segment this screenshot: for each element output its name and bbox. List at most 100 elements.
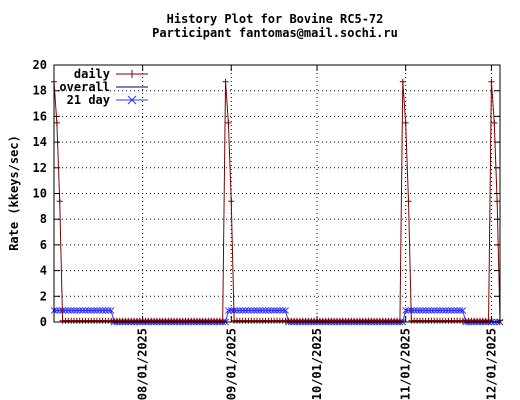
- series-daily-point: [228, 198, 235, 205]
- series-daily-point: [56, 198, 63, 205]
- series-21-day-point: [439, 307, 447, 314]
- y-axis-ticks: 0 2 4 6 8 10 12 14 16 18 20: [33, 58, 500, 329]
- chart-subtitle: Participant fantomas@mail.sochi.ru: [152, 26, 398, 40]
- series-daily-point: [222, 78, 229, 85]
- series-21-day-point: [430, 307, 438, 314]
- series-daily-point: [219, 317, 226, 324]
- series-21-day-point: [445, 307, 452, 314]
- series-21-day-point: [405, 307, 412, 314]
- series-21-day-point: [70, 307, 78, 314]
- legend-entry-daily: daily: [74, 67, 148, 81]
- series-21-day-point: [279, 307, 287, 314]
- series-21-day-point: [99, 307, 106, 314]
- series-21-day-point: [96, 307, 104, 314]
- series-21-day-point: [448, 307, 455, 314]
- series-21-day-point: [267, 307, 275, 314]
- y-tick-label: 0: [40, 315, 47, 329]
- x-tick-label: 12/01/2025: [484, 328, 498, 400]
- series-21-day-point: [253, 307, 261, 314]
- series-21-day-point: [422, 307, 430, 314]
- series-21-day-point: [82, 307, 89, 314]
- series-21-day-point: [236, 307, 244, 314]
- series-21-day-point: [442, 307, 450, 314]
- series-daily-point: [402, 119, 409, 126]
- series-21-day-point: [262, 307, 269, 314]
- x-tick-label: 10/01/2025: [310, 328, 324, 400]
- series-21-day-point: [453, 307, 461, 314]
- series-21-day-point: [242, 307, 249, 314]
- series-daily-point: [485, 317, 492, 324]
- legend-entry-21-day: 21 day: [67, 93, 148, 107]
- series-21-day-point: [104, 307, 112, 314]
- series-21-day-point: [425, 307, 432, 314]
- series-21-day-point: [459, 307, 467, 314]
- series-21-day-point: [416, 307, 424, 314]
- x-tick-label: 11/01/2025: [399, 328, 413, 400]
- y-tick-label: 16: [33, 109, 47, 123]
- y-tick-label: 6: [40, 238, 47, 252]
- series-21-day-point: [93, 307, 101, 314]
- series-21-day-point: [227, 307, 235, 314]
- legend-marker-plus: [128, 70, 136, 78]
- series-daily-point: [396, 317, 403, 324]
- x-axis-ticks: 08/01/2025 09/01/2025 10/01/2025 11/01/2025…: [136, 65, 498, 400]
- series-21-day-point: [67, 307, 75, 314]
- series-21-day-point: [90, 307, 98, 314]
- series-21-day-point: [410, 307, 418, 314]
- series-21-day-point: [73, 307, 81, 314]
- series-21-day-point: [402, 307, 410, 314]
- series-21-day-point: [239, 307, 247, 314]
- series-group: [50, 78, 504, 326]
- series-21-day-point: [79, 307, 86, 314]
- x-tick-label: 08/01/2025: [136, 328, 150, 400]
- series-21-day-point: [428, 307, 435, 314]
- y-tick-label: 14: [33, 135, 47, 149]
- legend-label: 21 day: [67, 93, 110, 107]
- series-21-day-point: [53, 307, 61, 314]
- series-21-day-point: [84, 307, 92, 314]
- y-tick-label: 8: [40, 212, 47, 226]
- series-daily-point: [494, 198, 501, 205]
- series-21-day-point: [247, 307, 255, 314]
- series-daily-point: [225, 119, 232, 126]
- series-21-day-point: [419, 307, 427, 314]
- legend-entry-overall: overall: [59, 80, 148, 94]
- series-daily-point: [491, 119, 498, 126]
- series-21-day-point: [265, 307, 272, 314]
- legend-label: daily: [74, 67, 110, 81]
- series-21-day-point: [250, 307, 258, 314]
- series-21-day-point: [107, 307, 115, 314]
- series-21-day-point: [436, 307, 444, 314]
- series-21-day-point: [413, 307, 421, 314]
- series-daily-line: [53, 81, 501, 322]
- y-tick-label: 12: [33, 161, 47, 175]
- series-21-day-point: [87, 307, 95, 314]
- legend-label: overall: [59, 80, 110, 94]
- series-21-day-point: [256, 307, 264, 314]
- series-21-day-point: [64, 307, 72, 314]
- series-21-day-point: [259, 307, 267, 314]
- series-21-day-point: [56, 307, 64, 314]
- y-tick-label: 10: [33, 187, 47, 201]
- series-21-day-point: [282, 307, 289, 314]
- chart-title: History Plot for Bovine RC5-72: [167, 12, 384, 26]
- series-21-day-point: [76, 307, 84, 314]
- series-21-day-point: [456, 307, 464, 314]
- series-21-day-point: [450, 307, 458, 314]
- legend-marker-x: [127, 95, 137, 105]
- series-21-day-point: [273, 307, 281, 314]
- series-21-day-point: [270, 307, 278, 314]
- series-daily-point: [399, 78, 406, 85]
- y-tick-label: 18: [33, 84, 47, 98]
- series-21-day-point: [233, 307, 241, 314]
- series-21-day-point: [62, 307, 69, 314]
- y-tick-label: 4: [40, 264, 47, 278]
- plot-frame: [53, 64, 501, 323]
- series-21-day-point: [433, 307, 441, 314]
- series-21-day-point: [102, 307, 109, 314]
- x-tick-label: 09/01/2025: [224, 328, 238, 400]
- y-axis-label: Rate (kkeys/sec): [7, 135, 21, 251]
- series-21-day-point: [225, 307, 232, 314]
